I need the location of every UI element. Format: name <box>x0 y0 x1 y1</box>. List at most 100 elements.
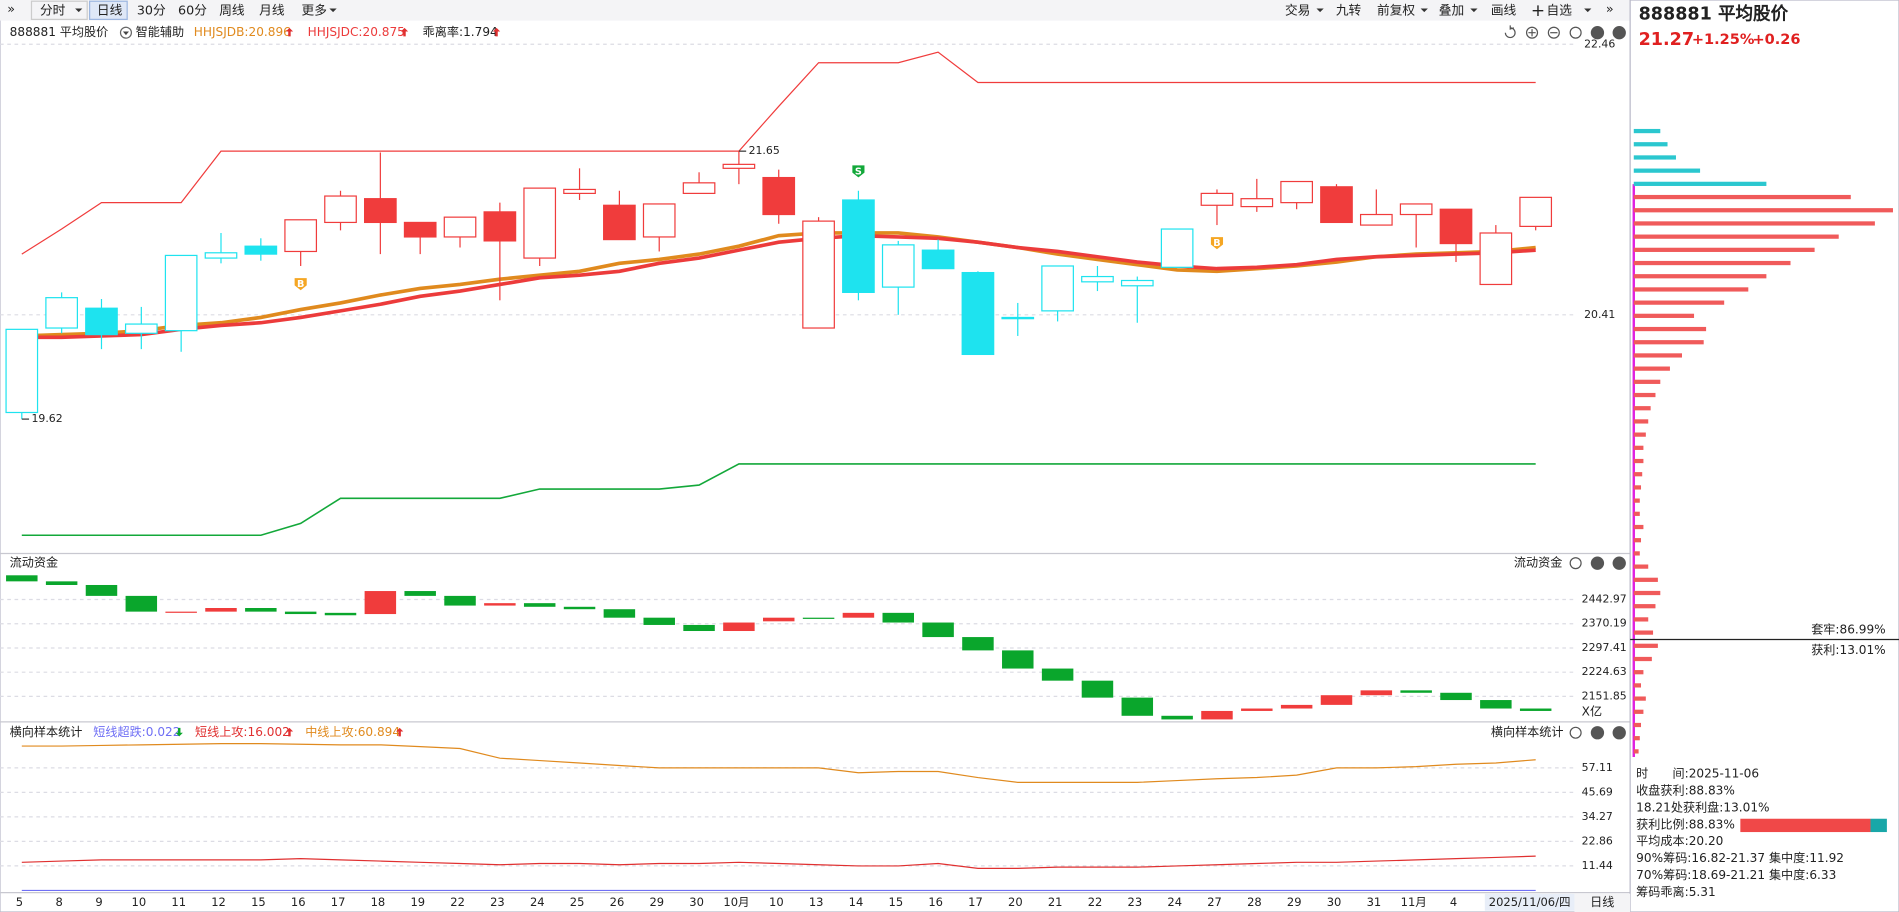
chip-bar <box>1633 709 1644 714</box>
tab-active-bg <box>89 0 128 20</box>
chip-label: 获利:13.01% <box>1811 643 1885 657</box>
flow-bar <box>1121 697 1154 716</box>
signal-badge <box>852 165 865 178</box>
zoom-out-icon[interactable] <box>1547 26 1560 39</box>
chip-bar <box>1633 287 1749 292</box>
close-icon[interactable] <box>1612 26 1626 40</box>
signal-label: B <box>1213 238 1220 249</box>
x-tick-label: 16 <box>291 895 306 909</box>
flow-bar <box>723 622 755 632</box>
tab[interactable]: 更多 <box>302 2 327 17</box>
chip-bar <box>1633 604 1656 609</box>
x-tick-label: 23 <box>1128 895 1143 909</box>
candle-body <box>961 271 995 356</box>
help-icon[interactable] <box>1590 26 1605 40</box>
x-tick-label: 31 <box>1367 895 1382 909</box>
assist-label[interactable]: 智能辅助 <box>136 24 184 39</box>
chip-bar <box>1633 617 1649 622</box>
x-tick-label: 11月 <box>1401 895 1427 909</box>
y-tick-label: 2370.19 <box>1582 617 1627 630</box>
profit-bar <box>1740 818 1871 833</box>
chip-bar <box>1633 630 1654 635</box>
candle-body <box>164 254 198 332</box>
chip-bar <box>1633 670 1644 675</box>
settings-icon[interactable] <box>1569 557 1582 570</box>
x-tick-label: 13 <box>809 895 824 909</box>
up-arrow <box>400 27 409 37</box>
tool-button[interactable]: 画线 <box>1491 2 1517 17</box>
chip-bar <box>1633 538 1642 543</box>
settings-icon[interactable] <box>1569 726 1582 739</box>
x-tick-label: 29 <box>1287 895 1302 909</box>
zoom-in-icon <box>1528 29 1536 37</box>
tab[interactable]: 周线 <box>219 2 245 17</box>
up-arrow <box>285 27 294 37</box>
y-tick-label: 45.69 <box>1582 785 1613 798</box>
info-row: 70%筹码:18.69-21.21 集中度:6.33 <box>1636 867 1836 882</box>
info-row: 18.21处获利盘:13.01% <box>1636 799 1769 814</box>
flow-bar <box>922 622 954 638</box>
tool-button[interactable]: 自选 <box>1547 2 1573 17</box>
x-tick-label: 18 <box>371 895 386 909</box>
expand-icon[interactable]: » <box>1606 1 1614 16</box>
tab[interactable]: 分时 <box>40 2 66 17</box>
zoom-in-icon[interactable] <box>1525 26 1539 39</box>
candle-body <box>1280 180 1313 204</box>
flow-bar <box>802 617 835 619</box>
tab[interactable]: 60分 <box>178 2 207 17</box>
tab[interactable]: 30分 <box>137 2 166 17</box>
tab[interactable]: 日线 <box>97 2 123 17</box>
series-line <box>21 463 1536 537</box>
tab[interactable]: 月线 <box>259 2 285 17</box>
candle-body <box>124 323 158 334</box>
x-tick-label: 10月 <box>723 895 749 909</box>
flow-bar <box>683 624 715 632</box>
legend-entry: HHJSJDC:20.875 <box>308 25 405 39</box>
chip-bar <box>1633 392 1656 398</box>
tool-button[interactable]: 交易 <box>1285 2 1310 17</box>
tool-button[interactable]: 前复权 <box>1377 2 1415 17</box>
candle-body <box>5 328 39 414</box>
candle-body <box>1041 265 1074 312</box>
flow-bar <box>1041 668 1074 681</box>
flow-bar <box>1002 650 1034 669</box>
close-icon[interactable] <box>1612 726 1626 740</box>
chip-bar <box>1633 221 1875 226</box>
x-tick-label: 22 <box>450 895 465 909</box>
candle-body <box>284 219 318 253</box>
tool-button[interactable]: 九转 <box>1336 2 1362 17</box>
chip-bar <box>1633 551 1640 556</box>
help-icon[interactable] <box>1590 726 1605 740</box>
refresh-icon[interactable] <box>1504 25 1516 39</box>
close-icon[interactable] <box>1612 556 1626 570</box>
candle-body <box>483 211 517 242</box>
tool-button[interactable]: 叠加 <box>1439 2 1464 17</box>
chip-bar <box>1633 498 1640 503</box>
help-icon[interactable] <box>1590 556 1605 570</box>
flow-bar <box>85 584 118 596</box>
flow-bar <box>1320 695 1353 705</box>
chip-bar <box>1633 194 1851 200</box>
expand-icon[interactable]: » <box>7 1 15 16</box>
flow-bar <box>1360 690 1393 696</box>
signal-badge <box>294 278 307 291</box>
series-line <box>21 51 1536 255</box>
info-row: 收盘获利:88.83% <box>1636 782 1735 797</box>
period-label[interactable]: 日线 <box>1590 895 1614 909</box>
candle-body <box>85 307 118 336</box>
x-tick-label: 4 <box>1450 895 1457 909</box>
info-row: 时 间:2025-11-06 <box>1636 766 1759 780</box>
x-tick-label: 24 <box>1167 895 1182 909</box>
period-bg <box>1574 893 1631 912</box>
settings-icon[interactable] <box>1569 26 1582 39</box>
info-row: 平均成本:20.20 <box>1636 834 1723 848</box>
x-tick-label: 20 <box>1008 895 1023 909</box>
assist-icon[interactable] <box>119 26 133 39</box>
change-pct: +1.25% <box>1692 32 1755 48</box>
chip-bar <box>1633 379 1661 384</box>
stock-name: 888881 平均股价 <box>1639 4 1789 25</box>
chip-bar <box>1633 313 1695 318</box>
chip-bar <box>1633 656 1652 662</box>
legend-entry: 中线上攻:60.894 <box>305 724 400 739</box>
add-icon: + <box>1531 0 1545 20</box>
